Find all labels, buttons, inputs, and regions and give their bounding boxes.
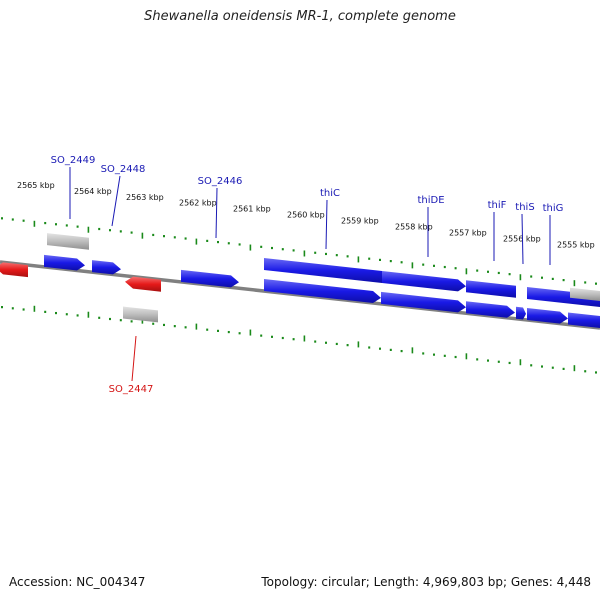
forward-gene-arrow [527,286,600,307]
ruler-label: 2564 kbp [74,187,112,196]
rna-gene-feature [570,287,600,301]
gene-leader-line [111,175,121,227]
gene-leader-line [521,213,524,265]
map-title: Shewanella oneidensis MR-1, complete gen… [144,9,456,24]
reverse-gene-arrow [125,276,161,292]
ruler-label: 2559 kbp [341,217,379,226]
rna-gene-feature [123,306,158,323]
gene-leader-line [325,199,328,250]
forward-gene-arrow [181,269,239,288]
gene-leader-line [215,187,218,239]
ruler-label: 2562 kbp [179,199,217,208]
ruler-label: 2557 kbp [449,228,487,237]
ruler-label: 2556 kbp [503,234,541,243]
forward-gene-arrow [466,301,515,318]
forward-gene-arrow [516,306,526,320]
forward-gene-arrow [381,291,466,313]
gene-label: thiS [515,202,534,213]
gene-leader-line [131,335,137,382]
ruler-label: 2561 kbp [233,205,271,214]
accession-text: Accession: NC_004347 [9,575,146,589]
gene-label: SO_2447 [109,384,154,395]
forward-gene-arrow [264,279,381,304]
gene-label: thiDE [417,195,444,206]
rna-gene-feature [47,233,89,250]
ruler-label: 2565 kbp [17,181,55,190]
ruler-label: 2558 kbp [395,222,433,231]
gene-label: thiG [543,203,564,214]
forward-gene-arrow [92,260,121,275]
genome-summary-text: Topology: circular; Length: 4,969,803 bp… [261,575,591,589]
reverse-gene-arrow [0,262,28,278]
ruler-label: 2560 kbp [287,211,325,220]
ruler-label: 2563 kbp [126,193,164,202]
upper-tick-row [1,217,597,287]
lower-tick-row [1,305,597,374]
forward-gene-arrow [382,271,466,292]
gene-label: thiC [320,188,340,199]
gene-label: SO_2448 [101,164,146,175]
gene-label: SO_2446 [198,176,243,187]
gene-label: SO_2449 [51,155,96,166]
forward-gene-arrow [264,258,382,284]
forward-gene-arrow [44,254,85,271]
forward-gene-arrow [568,312,600,328]
ruler-label: 2555 kbp [557,240,595,249]
forward-gene-arrow [466,280,516,298]
gene-label: thiF [488,200,507,211]
forward-gene-arrow [527,307,568,324]
